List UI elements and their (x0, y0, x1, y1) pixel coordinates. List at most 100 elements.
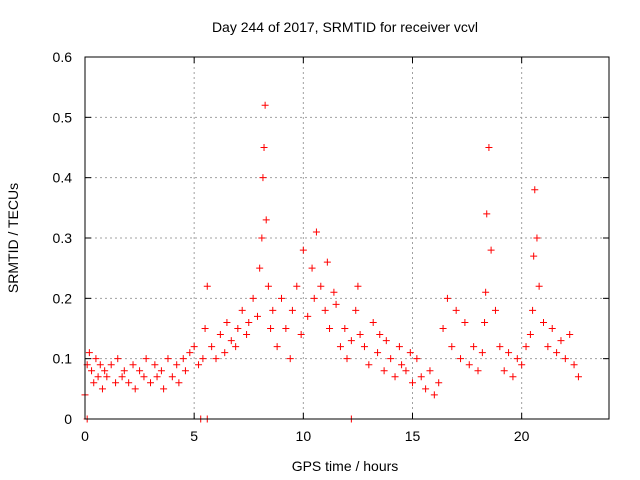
data-point (304, 312, 312, 320)
data-point (529, 306, 537, 314)
data-point (243, 331, 251, 339)
data-point (310, 294, 318, 302)
data-point (256, 264, 264, 272)
data-point (195, 361, 203, 369)
data-point (557, 337, 565, 345)
data-point (452, 306, 460, 314)
data-point (465, 361, 473, 369)
data-point (505, 349, 513, 357)
x-tick-label: 20 (514, 428, 530, 444)
data-point (203, 282, 211, 290)
data-point (90, 379, 98, 387)
data-point (354, 282, 362, 290)
data-point (402, 367, 410, 375)
data-point (347, 337, 355, 345)
data-point (221, 349, 229, 357)
data-point (413, 355, 421, 363)
data-point (332, 300, 340, 308)
data-point (474, 367, 482, 375)
data-point (426, 367, 434, 375)
data-point (249, 294, 257, 302)
data-point (317, 282, 325, 290)
data-point (544, 343, 552, 351)
data-point (483, 210, 491, 218)
y-tick-label: 0.2 (53, 290, 73, 306)
data-point (376, 331, 384, 339)
data-point (114, 355, 122, 363)
y-tick-label: 0.5 (53, 109, 73, 125)
data-point (336, 343, 344, 351)
data-point (457, 355, 465, 363)
data-point (112, 379, 120, 387)
data-point (85, 349, 93, 357)
data-point (352, 306, 360, 314)
data-point (518, 361, 526, 369)
x-tick-label: 5 (190, 428, 198, 444)
data-point (88, 367, 96, 375)
data-point (259, 174, 267, 182)
data-point (312, 228, 320, 236)
data-point (118, 373, 126, 381)
chart-title: Day 244 of 2017, SRMTID for receiver vcv… (212, 19, 478, 35)
data-point (491, 306, 499, 314)
data-point (530, 252, 538, 260)
data-point (380, 367, 388, 375)
data-point (227, 337, 235, 345)
data-point (422, 385, 430, 393)
data-point (288, 306, 296, 314)
data-point (485, 144, 493, 151)
data-point (470, 343, 478, 351)
data-point (245, 318, 253, 326)
data-point (369, 318, 377, 326)
data-point (273, 343, 281, 351)
data-point (136, 367, 144, 375)
data-point (448, 343, 456, 351)
data-point (92, 355, 100, 363)
data-point (356, 331, 364, 339)
data-point (223, 318, 231, 326)
data-point (173, 361, 181, 369)
data-point (417, 373, 425, 381)
data-point (496, 343, 504, 351)
data-point (500, 367, 508, 375)
data-point (208, 343, 216, 351)
data-point (286, 355, 294, 363)
data-point (509, 373, 517, 381)
data-point (574, 373, 582, 381)
data-point (409, 379, 416, 387)
data-point (293, 282, 301, 290)
data-point (98, 385, 106, 393)
data-point (164, 355, 172, 363)
data-point (566, 331, 574, 339)
data-point (561, 355, 569, 363)
x-tick-label: 0 (81, 428, 89, 444)
y-axis-label: SRMTID / TECUs (5, 183, 21, 293)
y-tick-label: 0.6 (53, 49, 73, 65)
data-point (261, 101, 269, 109)
data-point (282, 325, 290, 332)
data-point (513, 355, 521, 363)
data-point (391, 373, 399, 381)
data-point (179, 355, 187, 363)
y-tick-label: 0.4 (53, 170, 73, 186)
data-point (522, 343, 530, 351)
data-point (120, 367, 128, 375)
data-point (330, 288, 338, 296)
data-point (395, 343, 403, 351)
axis-ticks: 0 0.1 0.2 0.3 0.4 0.5 0.6 0 5 10 15 20 (53, 49, 609, 444)
data-point (526, 331, 534, 339)
x-tick-label: 15 (405, 428, 421, 444)
data-point (260, 144, 268, 151)
data-point (160, 385, 168, 393)
data-point (461, 318, 469, 326)
data-point (199, 355, 207, 363)
data-point (382, 337, 390, 345)
data-point (181, 367, 189, 375)
data-point (142, 355, 150, 363)
grid-lines (85, 57, 609, 419)
data-point (321, 306, 329, 314)
data-point (553, 349, 561, 357)
data-point (94, 373, 102, 381)
data-point (232, 343, 240, 351)
data-point (435, 379, 443, 387)
